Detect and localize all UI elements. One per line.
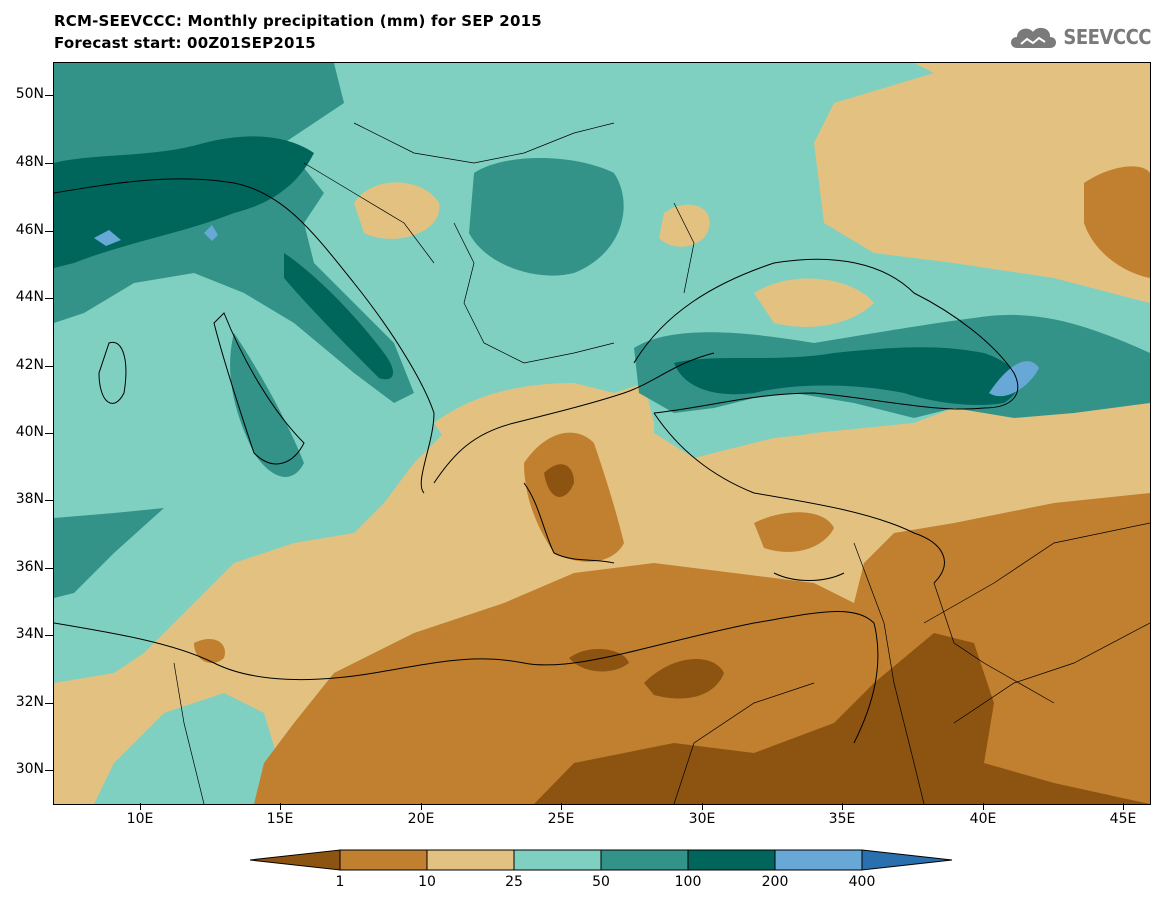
precip-50-100-region-italy <box>230 333 304 477</box>
precip-10-25-blob-turkey <box>614 403 1150 523</box>
precip-50-100-region-carpathians <box>469 158 624 276</box>
colorbar-segment-over-400 <box>861 849 953 871</box>
lat-tick <box>45 568 53 569</box>
lat-label-30n: 30N <box>15 761 44 777</box>
lon-label-40e: 40E <box>969 811 997 827</box>
map-canvas <box>54 63 1150 804</box>
lat-tick <box>45 703 53 704</box>
precip-100-200-region-dinaric <box>284 253 394 380</box>
lat-label-44n: 44N <box>15 289 44 305</box>
precip-100-200-region-turkey-coast <box>674 347 1019 405</box>
lon-label-45e: 45E <box>1109 811 1137 827</box>
lat-tick <box>45 231 53 232</box>
seevccc-logo: SEEVCCC <box>1007 22 1151 52</box>
precipitation-colorbar <box>250 849 953 871</box>
precip-1-10-region-turkey-south <box>754 512 834 552</box>
colorbar-segment-25 <box>513 849 602 871</box>
precip-1-10-region-aegean <box>524 432 624 562</box>
lon-label-10e: 10E <box>126 811 154 827</box>
lat-tick <box>45 500 53 501</box>
lat-tick <box>45 635 53 636</box>
precip-100-200-region-alps <box>54 136 314 268</box>
precip-10-25-blob-hungary <box>354 182 440 239</box>
lon-tick <box>421 803 422 810</box>
lon-tick <box>561 803 562 810</box>
colorbar-segment-200 <box>774 849 863 871</box>
colorbar-segment-1 <box>339 849 428 871</box>
precip-25-50-region-libya <box>94 693 279 804</box>
precip-1-10-region-caspian <box>1084 166 1150 278</box>
coastlines <box>54 178 1019 744</box>
lon-tick <box>1123 803 1124 810</box>
lon-label-30e: 30E <box>688 811 716 827</box>
colorbar-label-50: 50 <box>592 874 610 890</box>
lon-label-15e: 15E <box>266 811 294 827</box>
precip-10-25-blob-ukraine <box>824 63 1150 303</box>
precip-10-25-blob-odessa <box>659 204 710 247</box>
precip-50-100-region-west <box>54 508 164 598</box>
colorbar-label-400: 400 <box>848 874 876 890</box>
lat-tick <box>45 163 53 164</box>
lon-label-35e: 35E <box>828 811 856 827</box>
lat-label-50n: 50N <box>15 86 44 102</box>
precip-under-1-region-libya <box>569 648 629 672</box>
lon-tick <box>702 803 703 810</box>
colorbar-label-10: 10 <box>418 874 436 890</box>
colorbar-label-25: 25 <box>505 874 523 890</box>
precip-25-50-region <box>54 63 1150 683</box>
lat-label-34n: 34N <box>15 626 44 642</box>
precip-200-400-region-alps2 <box>204 225 218 241</box>
lat-label-36n: 36N <box>15 559 44 575</box>
lat-label-38n: 38N <box>15 491 44 507</box>
precip-200-400-region-georgia <box>989 361 1039 397</box>
lat-tick <box>45 95 53 96</box>
lon-tick <box>140 803 141 810</box>
lat-label-42n: 42N <box>15 357 44 373</box>
lat-tick <box>45 433 53 434</box>
lat-label-40n: 40N <box>15 424 44 440</box>
map-title: RCM-SEEVCCC: Monthly precipitation (mm) … <box>54 12 542 30</box>
colorbar-segment-100 <box>687 849 776 871</box>
precip-under-1-region-egypt <box>644 659 724 699</box>
forecast-start-label: Forecast start: 00Z01SEP2015 <box>54 34 316 52</box>
lon-tick <box>842 803 843 810</box>
lat-tick <box>45 770 53 771</box>
lat-label-48n: 48N <box>15 154 44 170</box>
colorbar-segment-under-1 <box>250 849 341 871</box>
lat-tick <box>45 298 53 299</box>
country-borders <box>173 122 1150 804</box>
lon-tick <box>280 803 281 810</box>
colorbar-label-200: 200 <box>761 874 789 890</box>
precip-200-400-region-alps <box>94 230 121 246</box>
lat-label-32n: 32N <box>15 694 44 710</box>
colorbar-label-100: 100 <box>674 874 702 890</box>
precipitation-map <box>53 62 1151 805</box>
lat-label-46n: 46N <box>15 222 44 238</box>
colorbar-segment-50 <box>600 849 689 871</box>
precip-10-25-blob-crimea <box>754 278 874 327</box>
precip-under-1-region-aegean <box>544 464 574 497</box>
cloud-icon <box>1011 27 1057 48</box>
lat-tick <box>45 366 53 367</box>
colorbar-label-1: 1 <box>335 874 345 890</box>
lon-tick <box>983 803 984 810</box>
colorbar-segment-10 <box>426 849 515 871</box>
lon-label-20e: 20E <box>407 811 435 827</box>
lon-label-25e: 25E <box>547 811 575 827</box>
logo-text: SEEVCCC <box>1063 25 1151 49</box>
